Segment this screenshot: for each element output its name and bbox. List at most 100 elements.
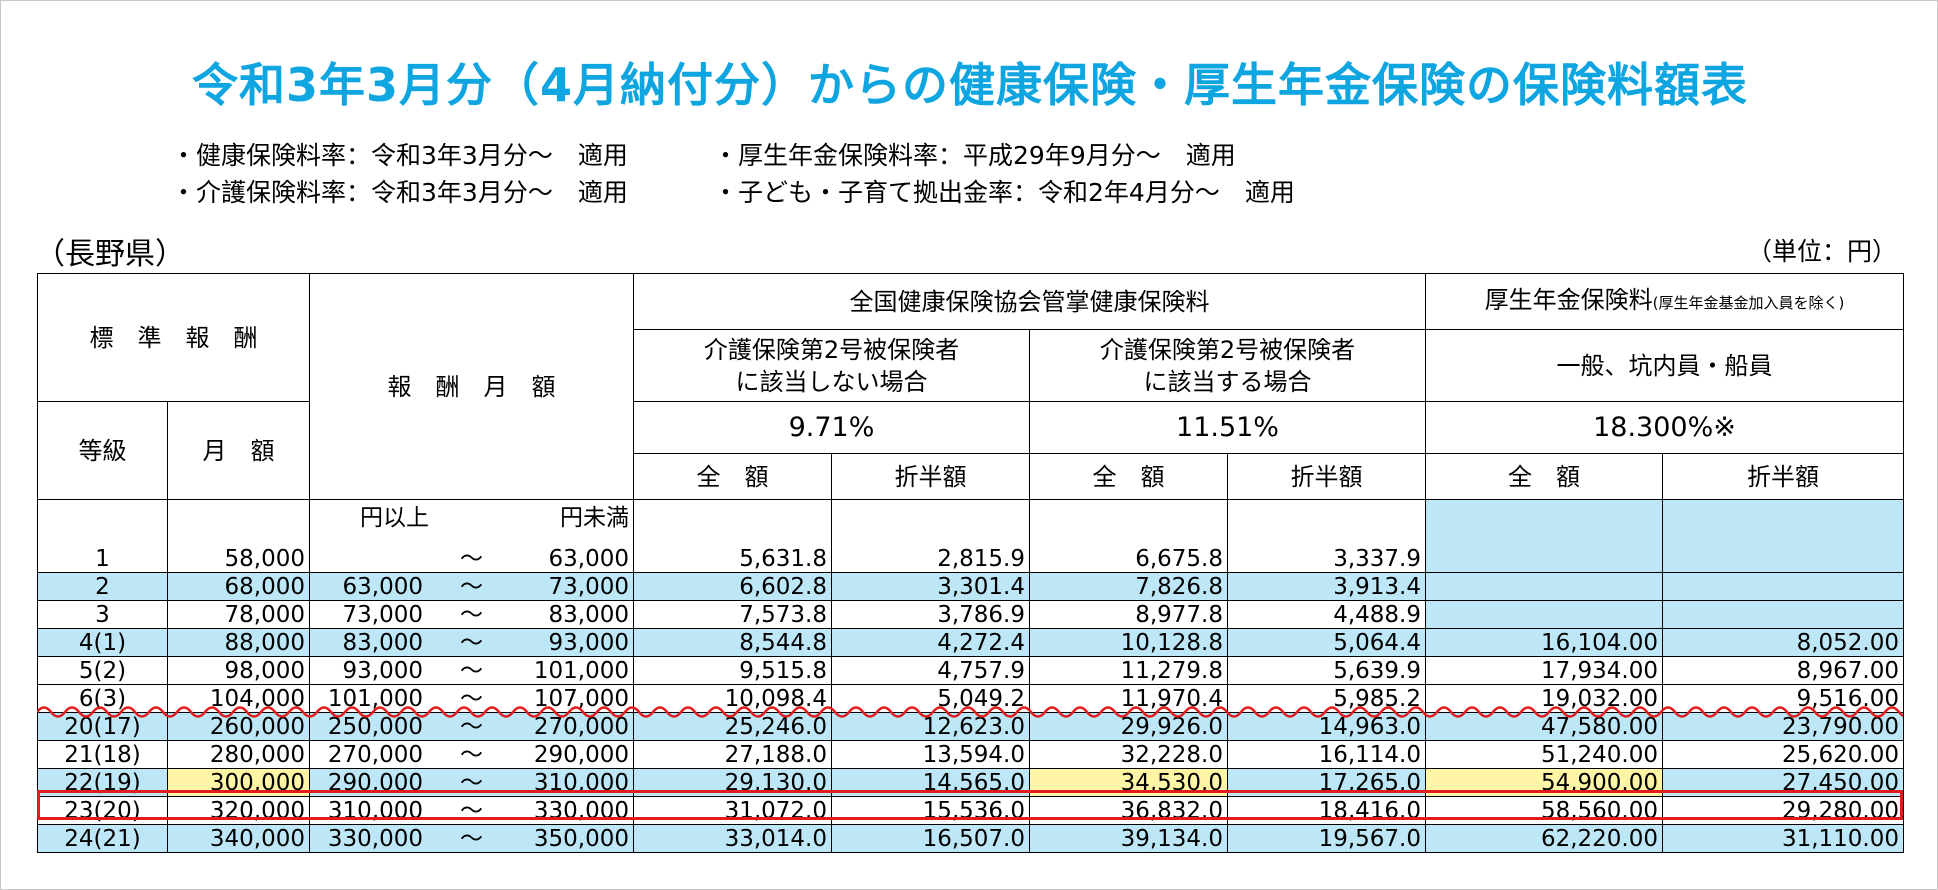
nc-full-cell: 7,573.8 [633,600,832,629]
header-health-insurance: 全国健康保険協会管掌健康保険料 [633,273,1426,330]
range-sep: ～ [460,629,483,656]
c-half-cell: 18,416.0 [1227,796,1426,825]
p-half-cell: 31,110.00 [1662,824,1904,853]
monthly-cell: 78,000 [167,600,310,629]
p-half-cell: 29,280.00 [1662,796,1904,825]
p-half-cell: 27,450.00 [1662,768,1904,797]
monthly-cell: 98,000 [167,656,310,685]
p-half-cell [1662,600,1904,629]
nc-full-cell: 33,014.0 [633,824,832,853]
range-to: 73,000 [548,573,629,600]
table-row: 1 58,000 円以上 円未満 ～ 63,000 5,631.8 2,815.9 6,675.… [37,499,1904,573]
rate-care: 11.51% [1029,401,1426,454]
range-from: 270,000 [327,741,423,768]
p-half-cell: 8,967.00 [1662,656,1904,685]
c-half-cell: 16,114.0 [1227,740,1426,769]
p-full-cell: 58,560.00 [1425,796,1663,825]
header-c-half: 折半額 [1227,453,1426,500]
range-from: 83,000 [342,629,423,656]
range-to: 330,000 [533,797,629,824]
range-from: 73,000 [342,601,423,628]
grade-cell: 5(2) [37,656,168,685]
header-nc-half: 折半額 [831,453,1030,500]
header-pension-note: (厚生年金基金加入員を除く) [1652,294,1845,312]
prefecture-label: （長野県） [35,237,185,272]
range-sep: ～ [460,657,483,684]
monthly-cell: 68,000 [167,572,310,601]
c-half-cell: 17,265.0 [1227,768,1426,797]
rate-not-care: 9.71% [633,401,1030,454]
range-from: 290,000 [327,769,423,796]
p-half-cell: 23,790.00 [1662,712,1904,741]
monthly-cell: 340,000 [167,824,310,853]
nc-full-cell: 31,072.0 [633,796,832,825]
monthly-cell: 280,000 [167,740,310,769]
grade-cell: 23(20) [37,796,168,825]
range-cell: 250,000 ～ 270,000 [309,712,634,741]
c-full-cell: 32,228.0 [1029,740,1228,769]
nc-half-cell: 4,757.9 [831,656,1030,685]
nc-half-cell: 4,272.4 [831,628,1030,657]
table-row: 5(2) 98,000 93,000 ～ 101,000 9,515.8 4,757.9 11… [37,656,1904,685]
range-sep: ～ [460,713,483,740]
p-full-cell [1425,600,1663,629]
yen-from-label: 円以上 [360,505,429,531]
c-full-cell: 39,134.0 [1029,824,1228,853]
header-pension-title: 厚生年金保険料 [1484,286,1653,314]
nc-half-cell: 15,536.0 [831,796,1030,825]
grade-cell: 1 [37,499,168,573]
rates-left: ・健康保険料率：令和3年3月分～ 適用 ・介護保険料率：令和3年3月分～ 適用 [171,137,628,211]
c-full-cell: 8,977.8 [1029,600,1228,629]
range-from: 330,000 [327,825,423,852]
c-full-cell: 11,279.8 [1029,656,1228,685]
grade-cell: 24(21) [37,824,168,853]
p-full-cell [1425,499,1663,573]
p-full-cell: 17,934.00 [1425,656,1663,685]
table-row: 20(17) 260,000 250,000 ～ 270,000 25,246.0 12,6… [37,712,1904,741]
range-to: 290,000 [533,741,629,768]
monthly-cell: 260,000 [167,712,310,741]
range-sep: ～ [460,797,483,824]
table-row: 23(20) 320,000 310,000 ～ 330,000 31,072.0 15,5… [37,796,1904,825]
range-cell: 73,000 ～ 83,000 [309,600,634,629]
header-p-full: 全 額 [1425,453,1663,500]
nc-half-cell: 3,301.4 [831,572,1030,601]
yen-to-label: 円未満 [560,505,629,531]
monthly-cell: 320,000 [167,796,310,825]
nc-full-cell: 6,602.8 [633,572,832,601]
nc-half-cell: 12,623.0 [831,712,1030,741]
p-half-cell [1662,499,1904,573]
nc-half-cell: 14,565.0 [831,768,1030,797]
p-full-cell: 62,220.00 [1425,824,1663,853]
header-c-full: 全 額 [1029,453,1228,500]
range-cell: 330,000 ～ 350,000 [309,824,634,853]
range-from: 93,000 [342,657,423,684]
nc-half-cell: 16,507.0 [831,824,1030,853]
c-half-cell: 3,337.9 [1227,499,1426,573]
header-pension: 厚生年金保険料(厚生年金基金加入員を除く) [1425,273,1904,330]
table-row: 3 78,000 73,000 ～ 83,000 7,573.8 3,786.9 8,977.… [37,600,1904,629]
nc-full-cell: 8,544.8 [633,628,832,657]
range-sep: ～ [460,546,483,572]
nc-half-cell: 2,815.9 [831,499,1030,573]
table-row: 2 68,000 63,000 ～ 73,000 6,602.8 3,301.4 7,826.… [37,572,1904,601]
range-sep: ～ [460,741,483,768]
header-remuneration-monthly: 報 酬 月 額 [309,273,634,500]
p-full-cell: 19,032.00 [1425,684,1663,713]
c-full-cell: 10,128.8 [1029,628,1228,657]
range-to: 310,000 [533,769,629,796]
grade-cell: 2 [37,572,168,601]
p-half-cell: 8,052.00 [1662,628,1904,657]
c-full-cell: 6,675.8 [1029,499,1228,573]
health-rate-note: ・健康保険料率：令和3年3月分～ 適用 [171,141,628,170]
p-full-cell: 16,104.00 [1425,628,1663,657]
range-cell: 310,000 ～ 330,000 [309,796,634,825]
grade-cell: 22(19) [37,768,168,797]
header-care: 介護保険第2号被保険者 に該当する場合 [1029,329,1426,402]
header-p-half: 折半額 [1662,453,1904,500]
nc-half-cell: 3,786.9 [831,600,1030,629]
range-cell: 63,000 ～ 73,000 [309,572,634,601]
range-to: 350,000 [533,825,629,852]
premium-table: 標 準 報 酬 報 酬 月 額 全国健康保険協会管掌健康保険料 厚生年金保険料(… [37,273,1904,853]
c-half-cell: 3,913.4 [1227,572,1426,601]
